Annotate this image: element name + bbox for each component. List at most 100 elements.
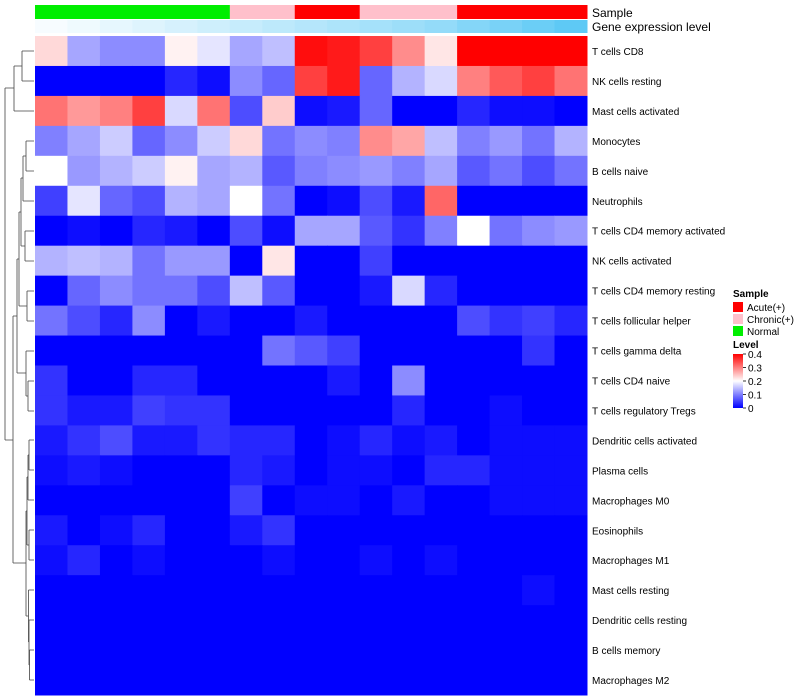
heatmap-cell (99, 65, 133, 97)
heatmap-cell (197, 605, 231, 636)
row-label: B cells memory (592, 646, 660, 657)
heatmap-cell (262, 395, 296, 426)
expression-annotation-cell (522, 20, 556, 33)
heatmap-cell (67, 95, 101, 127)
legend-level-title: Level (733, 340, 759, 351)
heatmap-cell (229, 125, 263, 157)
heatmap-cell (262, 125, 296, 157)
heatmap-cell (457, 155, 491, 187)
heatmap-cell (35, 36, 68, 67)
heatmap-cell (457, 635, 491, 666)
heatmap-cell (424, 185, 458, 217)
heatmap-cell (392, 425, 426, 456)
heatmap-cell (132, 275, 166, 307)
row-label: T cells gamma delta (592, 347, 682, 358)
heatmap-cell (164, 275, 198, 307)
heatmap-cell (489, 215, 523, 247)
heatmap-cell (327, 425, 361, 456)
heatmap-cell (35, 65, 68, 97)
heatmap-cell (522, 605, 556, 636)
heatmap-cell (132, 635, 166, 666)
heatmap-cell (554, 125, 588, 157)
sample-annotation-cell (262, 5, 296, 19)
heatmap-cell (457, 36, 491, 67)
heatmap-cell (359, 36, 393, 67)
heatmap-cell (554, 155, 588, 187)
heatmap-cell (99, 515, 133, 546)
heatmap-cell (197, 275, 231, 307)
heatmap-cell (359, 545, 393, 576)
heatmap-cell (164, 515, 198, 546)
heatmap-cell (359, 215, 393, 247)
heatmap-cell (229, 95, 263, 127)
heatmap-cell (35, 125, 68, 157)
sample-annotation-cell (67, 5, 101, 19)
heatmap-cell (294, 425, 328, 456)
heatmap-cell (132, 305, 166, 337)
heatmap-cell (392, 155, 426, 187)
legend-level-tick-label: 0.4 (748, 350, 762, 361)
heatmap-cell (164, 485, 198, 516)
heatmap-cell (197, 155, 231, 187)
heatmap-cell (197, 65, 231, 97)
heatmap-cell (262, 185, 296, 217)
legend-sample-label: Normal (747, 327, 779, 338)
heatmap-cell (522, 365, 556, 396)
heatmap-cell (489, 95, 523, 127)
heatmap-cell (457, 65, 491, 97)
heatmap-cell (262, 575, 296, 606)
heatmap-cell (457, 605, 491, 636)
heatmap-cell (392, 185, 426, 217)
heatmap-cell (164, 95, 198, 127)
heatmap-cell (522, 275, 556, 307)
sample-annotation-cell (424, 5, 458, 19)
row-label: B cells naive (592, 167, 649, 178)
expression-annotation-cell (424, 20, 458, 33)
heatmap-cell (489, 335, 523, 366)
heatmap-cell (262, 455, 296, 486)
heatmap-cell (424, 215, 458, 247)
heatmap-cell (99, 275, 133, 307)
heatmap-cell (35, 605, 68, 636)
row-label: Macrophages M0 (592, 496, 670, 507)
row-label: T cells CD4 memory activated (592, 227, 725, 238)
heatmap-cell (522, 425, 556, 456)
heatmap-cell (359, 275, 393, 307)
sample-annotation-cell (392, 5, 426, 19)
heatmap-cell (35, 245, 68, 277)
heatmap-cell (229, 155, 263, 187)
heatmap-cell (132, 215, 166, 247)
heatmap-cell (424, 275, 458, 307)
sample-annotation-cell (294, 5, 328, 19)
heatmap-cell (489, 185, 523, 217)
legend-sample-swatch (733, 302, 743, 312)
expression-annotation-cell (197, 20, 231, 33)
heatmap-cell (327, 515, 361, 546)
heatmap-cell (132, 485, 166, 516)
heatmap-cell (392, 635, 426, 666)
heatmap-cell (262, 155, 296, 187)
heatmap-cell (132, 185, 166, 217)
heatmap-cell (294, 245, 328, 277)
heatmap-cell (359, 635, 393, 666)
heatmap-cell (392, 485, 426, 516)
legend-sample-title: Sample (733, 289, 769, 300)
heatmap-cell (327, 335, 361, 366)
heatmap-cell (67, 515, 101, 546)
heatmap-cell (554, 95, 588, 127)
expression-annotation-cell (457, 20, 491, 33)
heatmap-cell (67, 605, 101, 636)
heatmap-cell (35, 305, 68, 337)
heatmap-cell (35, 575, 68, 606)
heatmap-cell (35, 665, 68, 696)
heatmap-cell (392, 575, 426, 606)
heatmap-cell (359, 665, 393, 696)
heatmap-cell (197, 36, 231, 67)
heatmap-cell (197, 425, 231, 456)
heatmap-cell (359, 245, 393, 277)
row-label: T cells follicular helper (592, 317, 691, 328)
heatmap-cell (522, 635, 556, 666)
heatmap-cell (327, 245, 361, 277)
heatmap-cell (262, 335, 296, 366)
heatmap-cell (294, 215, 328, 247)
